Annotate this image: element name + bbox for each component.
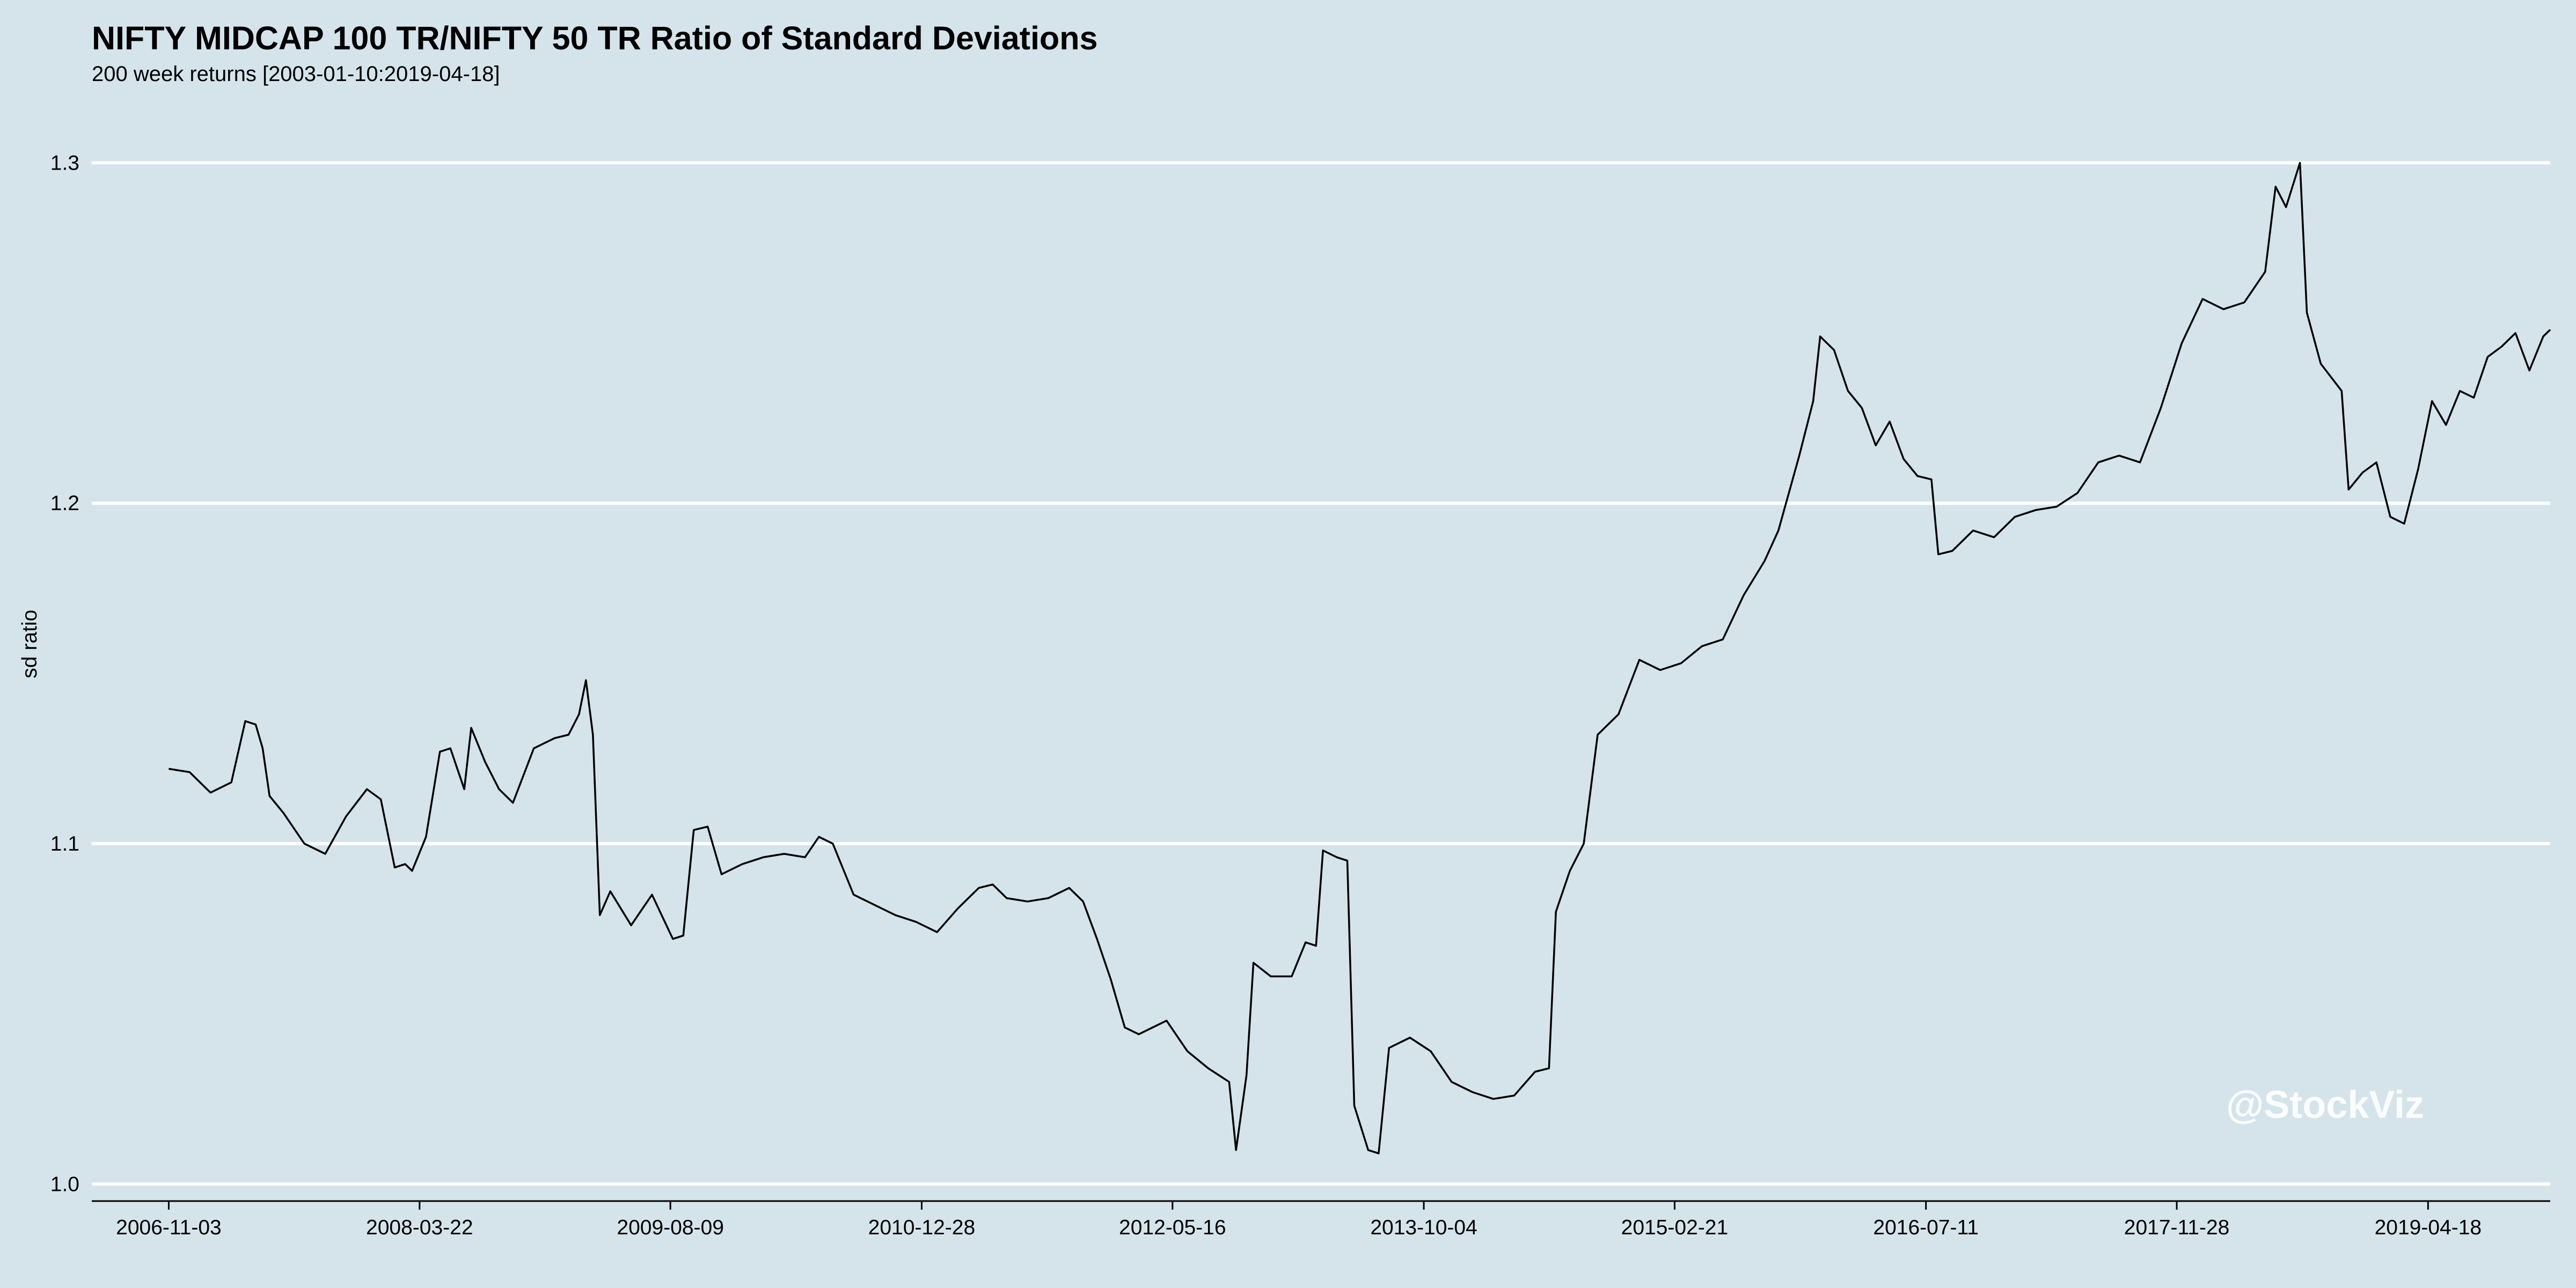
x-tick-label: 2017-11-28 [2124,1216,2230,1239]
chart-title: NIFTY MIDCAP 100 TR/NIFTY 50 TR Ratio of… [92,20,1098,56]
chart-subtitle: 200 week returns [2003-01-10:2019-04-18] [92,62,500,86]
x-tick-label: 2006-11-03 [116,1216,222,1239]
x-tick-label: 2010-12-28 [868,1216,976,1239]
x-tick-label: 2016-07-11 [1873,1216,1979,1239]
x-tick-label: 2008-03-22 [366,1216,473,1239]
x-tick-label: 2013-10-04 [1370,1216,1477,1239]
y-tick-label: 1.2 [50,492,79,515]
y-tick-label: 1.0 [50,1173,79,1196]
y-axis-label: sd ratio [18,610,41,678]
x-axis: 2006-11-03 2008-03-22 2009-08-09 2010-12-28… [116,1201,2482,1239]
x-tick-label: 2009-08-09 [617,1216,724,1239]
x-tick-label: 2019-04-18 [2375,1216,2482,1239]
y-tick-label: 1.1 [50,832,79,855]
x-tick-label: 2015-02-21 [1621,1216,1729,1239]
series-line [169,162,2551,1154]
x-tick-label: 2012-05-16 [1119,1216,1226,1239]
gridlines [92,161,2550,1186]
y-axis: 1.0 1.1 1.2 1.3 [50,151,79,1196]
y-tick-label: 1.3 [50,151,79,174]
watermark: @StockViz [2226,1084,2424,1126]
